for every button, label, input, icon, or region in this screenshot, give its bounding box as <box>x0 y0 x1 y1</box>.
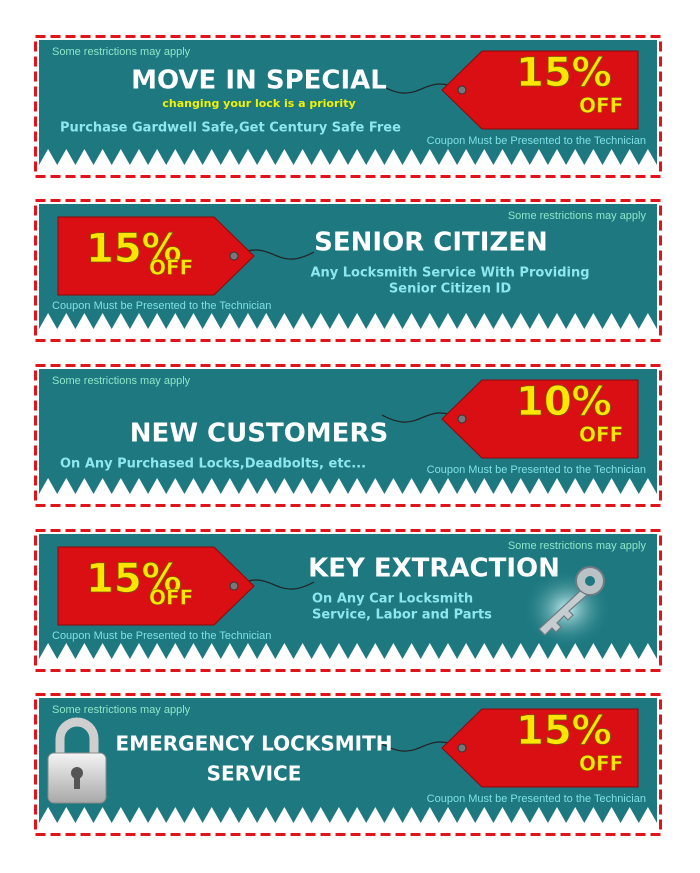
discount: 15% <box>516 708 612 754</box>
off-label: OFF <box>579 752 623 776</box>
off-label: OFF <box>579 94 623 118</box>
discount: 10% <box>516 379 612 425</box>
lock-keyslot <box>74 775 80 789</box>
discount-tag <box>441 50 639 130</box>
coupon-title: EMERGENCY LOCKSMITH <box>116 732 393 756</box>
coupon-title: KEY EXTRACTION <box>308 554 560 584</box>
off-label: OFF <box>579 423 623 447</box>
technician-note: Coupon Must be Presented to the Technici… <box>52 630 271 642</box>
coupon: 15%OFF Some restrictions may apply Coupon … <box>34 199 662 342</box>
coupon-title: SENIOR CITIZEN <box>314 228 548 258</box>
tagline: changing your lock is a priority <box>162 97 355 110</box>
technician-note: Coupon Must be Presented to the Technici… <box>427 793 646 805</box>
discount-tag <box>441 379 639 459</box>
discount: 15% <box>86 226 182 272</box>
discount-tag <box>57 216 255 296</box>
tag-hole <box>229 251 239 261</box>
tag-hole <box>229 581 239 591</box>
technician-note: Coupon Must be Presented to the Technici… <box>427 464 646 476</box>
discount: 15% <box>86 556 182 602</box>
off-label: OFF <box>149 586 193 610</box>
discount-tag <box>441 708 639 788</box>
coupon-title: SERVICE <box>207 762 302 786</box>
description: Purchase Gardwell Safe,Get Century Safe … <box>60 121 401 136</box>
lock-icon <box>47 717 107 804</box>
description: Any Locksmith Service With Providing <box>310 266 589 281</box>
coupon: 15%OFF Some restrictions may apply Coupon … <box>34 35 662 178</box>
restrictions: Some restrictions may apply <box>52 46 191 58</box>
key-icon <box>522 566 612 649</box>
description: Senior Citizen ID <box>389 282 511 297</box>
restrictions: Some restrictions may apply <box>508 210 647 222</box>
restrictions: Some restrictions may apply <box>508 540 647 552</box>
key-hole <box>585 576 595 586</box>
tag-hole <box>457 414 467 424</box>
description: On Any Car Locksmith <box>312 592 473 607</box>
tag-hole <box>457 85 467 95</box>
discount: 15% <box>516 50 612 96</box>
coupon-title: MOVE IN SPECIAL <box>131 66 387 96</box>
coupon: 10%OFF Some restrictions may apply Coupon … <box>34 364 662 507</box>
description: On Any Purchased Locks,Deadbolts, etc... <box>60 457 366 472</box>
lock-shackle <box>55 717 99 755</box>
discount-tag <box>57 546 255 626</box>
coupon-title: NEW CUSTOMERS <box>130 419 388 449</box>
off-label: OFF <box>149 256 193 280</box>
description: Service, Labor and Parts <box>312 608 492 623</box>
key-blade <box>538 590 589 636</box>
coupon: 15%OFF Some restrictions may apply Coupon … <box>34 693 662 836</box>
tag-hole <box>457 743 467 753</box>
technician-note: Coupon Must be Presented to the Technici… <box>52 300 271 312</box>
restrictions: Some restrictions may apply <box>52 375 191 387</box>
technician-note: Coupon Must be Presented to the Technici… <box>427 135 646 147</box>
restrictions: Some restrictions may apply <box>52 704 191 716</box>
coupon: 15%OFF Some restrictions may apply Coupon … <box>34 529 662 672</box>
